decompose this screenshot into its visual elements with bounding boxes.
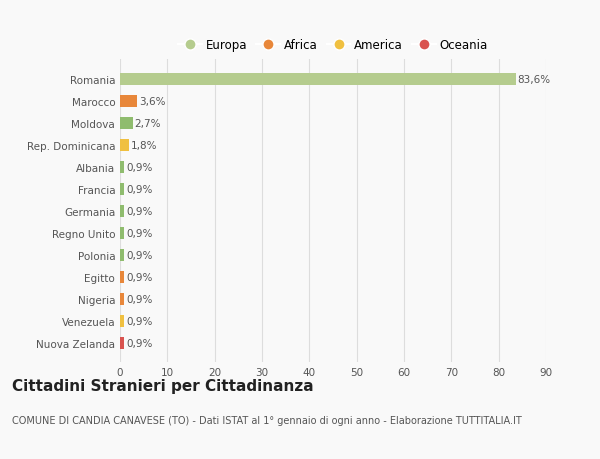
Bar [120, 337, 124, 349]
Text: 1,8%: 1,8% [130, 140, 157, 150]
Text: COMUNE DI CANDIA CANAVESE (TO) - Dati ISTAT al 1° gennaio di ogni anno - Elabora: COMUNE DI CANDIA CANAVESE (TO) - Dati IS… [12, 415, 522, 425]
Text: 0,9%: 0,9% [126, 272, 152, 282]
Text: 3,6%: 3,6% [139, 96, 166, 106]
Bar [120, 271, 124, 283]
Bar [120, 227, 124, 239]
Bar [120, 118, 133, 129]
Text: 83,6%: 83,6% [518, 74, 551, 84]
Text: Cittadini Stranieri per Cittadinanza: Cittadini Stranieri per Cittadinanza [12, 379, 314, 394]
Text: 0,9%: 0,9% [126, 338, 152, 348]
Bar [120, 293, 124, 305]
Text: 0,9%: 0,9% [126, 184, 152, 194]
Legend: Europa, Africa, America, Oceania: Europa, Africa, America, Oceania [175, 35, 491, 55]
Text: 0,9%: 0,9% [126, 294, 152, 304]
Bar [120, 161, 124, 174]
Text: 0,9%: 0,9% [126, 250, 152, 260]
Bar [120, 315, 124, 327]
Bar [120, 73, 516, 85]
Bar [120, 183, 124, 195]
Text: 0,9%: 0,9% [126, 228, 152, 238]
Text: 0,9%: 0,9% [126, 162, 152, 172]
Text: 0,9%: 0,9% [126, 206, 152, 216]
Bar [120, 205, 124, 217]
Bar [120, 139, 128, 151]
Text: 2,7%: 2,7% [134, 118, 161, 129]
Bar [120, 95, 137, 107]
Text: 0,9%: 0,9% [126, 316, 152, 326]
Bar [120, 249, 124, 261]
